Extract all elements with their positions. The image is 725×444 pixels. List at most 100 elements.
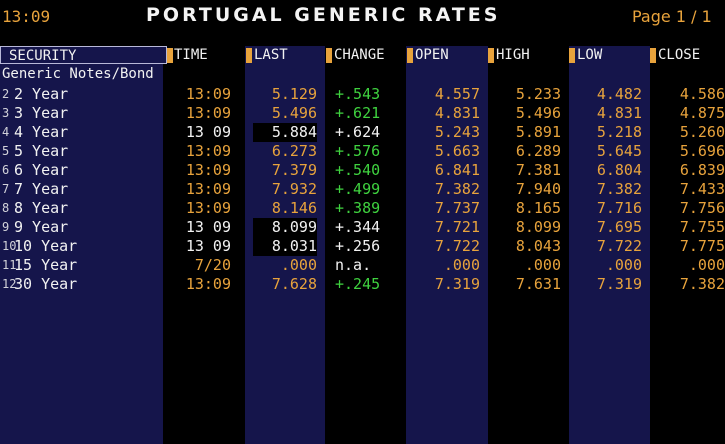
cell-time: 13:09 <box>185 199 231 217</box>
title-bar: 13:09 PORTUGAL GENERIC RATES Page 1 / 1 <box>0 0 725 36</box>
cell-high: 7.381 <box>515 161 561 179</box>
table-row[interactable]: 4 4 Year 13 09 5.884 +.624 5.243 5.891 5.218 5.2… <box>0 123 725 142</box>
cell-security[interactable]: 7 Year <box>14 180 69 198</box>
header-change[interactable]: CHANGE <box>334 47 385 63</box>
cell-low: 6.804 <box>596 161 642 179</box>
column-header-row: SECURITY TIME LAST CHANGE OPEN HIGH LOW … <box>0 46 725 64</box>
cell-open: 6.841 <box>434 161 480 179</box>
page-indicator[interactable]: Page 1 / 1 <box>632 7 712 26</box>
header-time[interactable]: TIME <box>174 47 208 63</box>
cell-close: 5.696 <box>679 142 725 160</box>
group-label: Generic Notes/Bond <box>2 66 154 82</box>
cell-security[interactable]: 15 Year <box>14 256 78 274</box>
header-high[interactable]: HIGH <box>496 47 530 63</box>
cell-last: 5.496 <box>271 104 317 122</box>
table-row[interactable]: 6 6 Year 13:09 7.379 +.540 6.841 7.381 6.804 6.8… <box>0 161 725 180</box>
cell-close: 7.382 <box>679 275 725 293</box>
cell-close: 6.839 <box>679 161 725 179</box>
cell-open: 7.737 <box>434 199 480 217</box>
cell-security[interactable]: 30 Year <box>14 275 78 293</box>
header-divider-icon <box>407 48 413 63</box>
header-low[interactable]: LOW <box>577 47 603 63</box>
cell-close: 4.586 <box>679 85 725 103</box>
high-column-band <box>488 46 569 444</box>
cell-num: 3 <box>2 106 10 120</box>
cell-high: 5.233 <box>515 85 561 103</box>
cell-change: +.499 <box>335 180 381 198</box>
cell-security[interactable]: 10 Year <box>14 237 78 255</box>
header-divider-icon <box>569 48 575 63</box>
cell-security[interactable]: 5 Year <box>14 142 69 160</box>
cell-change: +.543 <box>335 85 381 103</box>
table-row[interactable]: 5 5 Year 13:09 6.273 +.576 5.663 6.289 5.645 5.6… <box>0 142 725 161</box>
cell-open: 7.722 <box>434 237 480 255</box>
cell-last: 8.031 <box>253 237 317 256</box>
cell-low: 4.831 <box>596 104 642 122</box>
table-row[interactable]: 2 2 Year 13:09 5.129 +.543 4.557 5.233 4.482 4.5… <box>0 85 725 104</box>
cell-security[interactable]: 8 Year <box>14 199 69 217</box>
cell-last: 8.146 <box>271 199 317 217</box>
cell-last: .000 <box>280 256 317 274</box>
cell-time: 13:09 <box>185 275 231 293</box>
cell-high: 7.631 <box>515 275 561 293</box>
header-divider-icon <box>326 48 332 63</box>
header-divider-icon <box>488 48 494 63</box>
cell-security[interactable]: 6 Year <box>14 161 69 179</box>
cell-close: 7.755 <box>679 218 725 236</box>
change-column-band <box>325 46 406 444</box>
header-security-box[interactable]: SECURITY <box>0 46 167 64</box>
cell-close: 7.775 <box>679 237 725 255</box>
table-row[interactable]: 12 30 Year 13:09 7.628 +.245 7.319 7.631 7.319 7… <box>0 275 725 294</box>
cell-change: +.576 <box>335 142 381 160</box>
table-row[interactable]: 11 15 Year 7/20 .000 n.a. .000 .000 .000 .000 <box>0 256 725 275</box>
cell-high: 6.289 <box>515 142 561 160</box>
cell-security[interactable]: 2 Year <box>14 85 69 103</box>
header-security: SECURITY <box>9 48 77 64</box>
cell-close: .000 <box>688 256 725 274</box>
cell-high: .000 <box>524 256 561 274</box>
cell-time: 13 09 <box>185 218 231 236</box>
cell-num: 2 <box>2 87 10 101</box>
header-divider-icon <box>246 48 252 63</box>
cell-time: 7/20 <box>194 256 231 274</box>
table-row[interactable]: 3 3 Year 13:09 5.496 +.621 4.831 5.496 4.831 4.8… <box>0 104 725 123</box>
cell-num: 5 <box>2 144 10 158</box>
cell-low: 5.645 <box>596 142 642 160</box>
header-close[interactable]: CLOSE <box>658 47 701 63</box>
security-column-band <box>0 46 163 444</box>
table-row[interactable]: 8 8 Year 13:09 8.146 +.389 7.737 8.165 7.716 7.7… <box>0 199 725 218</box>
cell-time: 13:09 <box>185 85 231 103</box>
page-title: PORTUGAL GENERIC RATES <box>146 4 501 26</box>
cell-close: 7.433 <box>679 180 725 198</box>
cell-security[interactable]: 3 Year <box>14 104 69 122</box>
cell-high: 8.043 <box>515 237 561 255</box>
cell-last: 5.884 <box>253 123 317 142</box>
cell-security[interactable]: 9 Year <box>14 218 69 236</box>
header-open[interactable]: OPEN <box>415 47 449 63</box>
cell-time: 13:09 <box>185 180 231 198</box>
table-row[interactable]: 10 10 Year 13 09 8.031 +.256 7.722 8.043 7.722 7… <box>0 237 725 256</box>
cell-change: +.389 <box>335 199 381 217</box>
cell-last: 8.099 <box>253 218 317 237</box>
cell-close: 5.260 <box>679 123 725 141</box>
cell-open: 5.663 <box>434 142 480 160</box>
cell-low: 4.482 <box>596 85 642 103</box>
cell-open: 4.557 <box>434 85 480 103</box>
cell-high: 5.891 <box>515 123 561 141</box>
cell-high: 8.165 <box>515 199 561 217</box>
cell-security[interactable]: 4 Year <box>14 123 69 141</box>
table-row[interactable]: 7 7 Year 13:09 7.932 +.499 7.382 7.940 7.382 7.4… <box>0 180 725 199</box>
header-divider-icon <box>650 48 656 63</box>
cell-last: 7.379 <box>271 161 317 179</box>
cell-change: +.621 <box>335 104 381 122</box>
cell-close: 7.756 <box>679 199 725 217</box>
cell-change: n.a. <box>335 256 372 274</box>
cell-time: 13:09 <box>185 104 231 122</box>
cell-change: +.256 <box>335 237 381 255</box>
cell-low: .000 <box>605 256 642 274</box>
table-row[interactable]: 9 9 Year 13 09 8.099 +.344 7.721 8.099 7.695 7.7… <box>0 218 725 237</box>
cell-last: 5.129 <box>271 85 317 103</box>
header-last[interactable]: LAST <box>254 47 288 63</box>
cell-time: 13 09 <box>185 123 231 141</box>
cell-num: 4 <box>2 125 10 139</box>
